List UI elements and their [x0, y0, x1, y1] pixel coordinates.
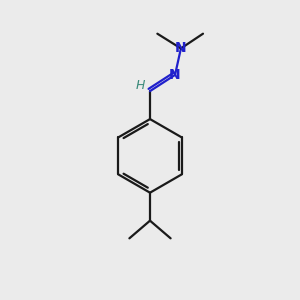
Text: H: H: [136, 79, 145, 92]
Text: N: N: [169, 68, 181, 82]
Text: N: N: [175, 41, 187, 56]
